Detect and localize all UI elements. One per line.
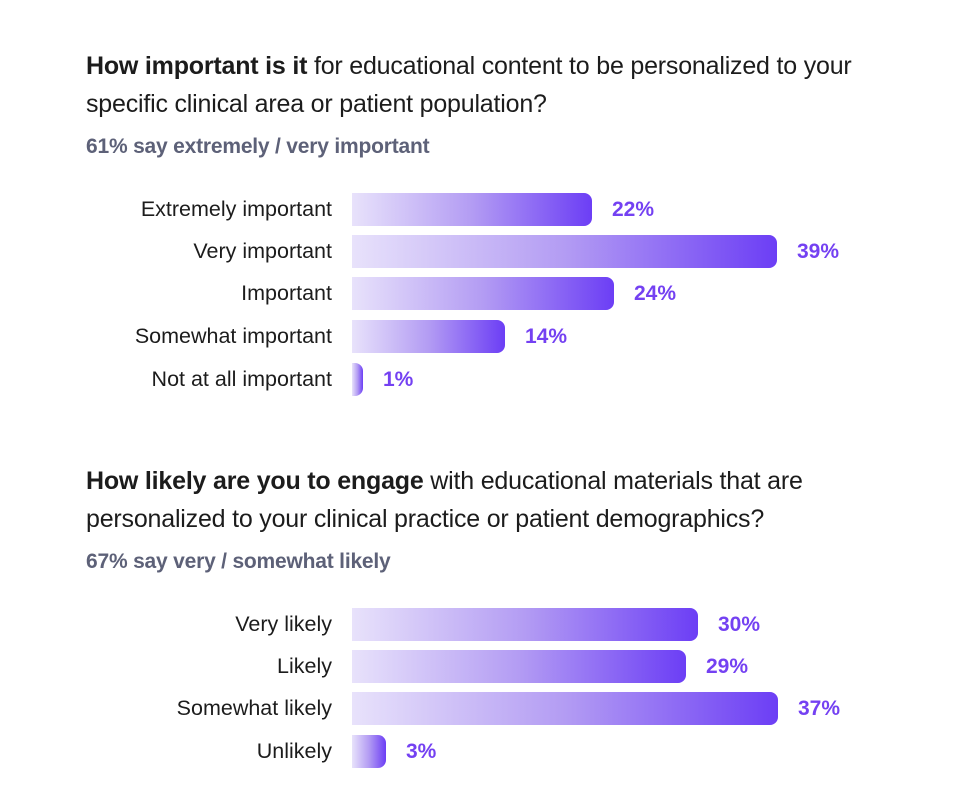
bar	[352, 235, 777, 268]
bar	[352, 608, 698, 641]
question-2-title-rest: with educational materials that are pers…	[86, 467, 803, 533]
bar-row: Important 24%	[0, 277, 954, 310]
bar	[352, 735, 386, 768]
bar-value: 1%	[383, 368, 414, 391]
bar	[352, 650, 686, 683]
bar-value: 22%	[612, 198, 655, 221]
bar-value: 30%	[718, 613, 761, 636]
bar-row: Likely 29%	[0, 650, 954, 683]
question-2-subtitle: 67% say very / somewhat likely	[86, 550, 391, 573]
question-2-title: How likely are you to engage with educat…	[86, 462, 886, 538]
bar-value: 14%	[525, 325, 568, 348]
bar-label: Likely	[277, 654, 332, 678]
bar-label: Very likely	[235, 612, 332, 636]
question-2-header: How likely are you to engage with educat…	[86, 462, 886, 574]
question-2-title-bold: How likely are you to engage	[86, 467, 424, 495]
bar-row: Very likely 30%	[0, 608, 954, 641]
bar-value: 37%	[798, 697, 841, 720]
bar-label: Somewhat important	[134, 324, 332, 348]
question-1-title-bold: How important is it	[86, 52, 308, 80]
bar-row: Unlikely 3%	[0, 735, 954, 768]
bar-value: 29%	[706, 655, 749, 678]
bar-label: Somewhat likely	[176, 696, 332, 720]
bar-value: 3%	[406, 740, 437, 763]
bar	[352, 277, 614, 310]
bar	[352, 320, 505, 353]
question-1-header: How important is it for educational cont…	[86, 47, 886, 159]
bar-label: Important	[241, 281, 332, 305]
question-1-title-rest: for educational content to be personaliz…	[86, 52, 852, 118]
bar-label: Not at all important	[151, 367, 332, 391]
bar	[352, 193, 592, 226]
question-1-subtitle: 61% say extremely / very important	[86, 135, 430, 158]
bar-row: Somewhat important 14%	[0, 320, 954, 353]
bar-row: Extremely important 22%	[0, 193, 954, 226]
bar-label: Very important	[193, 239, 332, 263]
bar-row: Not at all important 1%	[0, 363, 954, 396]
bar	[352, 692, 778, 725]
bar-label: Extremely important	[140, 197, 332, 221]
question-1-title: How important is it for educational cont…	[86, 47, 886, 123]
bar-value: 39%	[797, 240, 840, 263]
bar-label: Unlikely	[256, 739, 332, 763]
bar-value: 24%	[634, 282, 677, 305]
bar-row: Somewhat likely 37%	[0, 692, 954, 725]
bar	[352, 363, 363, 396]
bar-row: Very important 39%	[0, 235, 954, 268]
